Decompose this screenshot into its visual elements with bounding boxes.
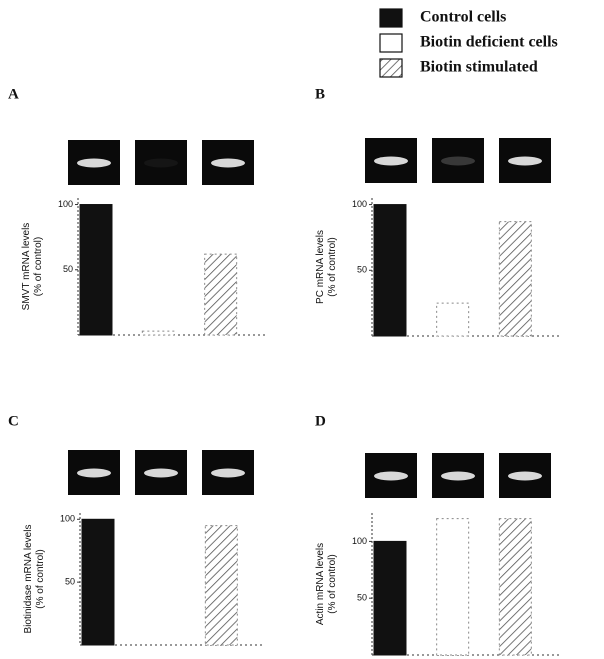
gel-band	[144, 158, 178, 168]
bar	[498, 518, 532, 656]
y-tick-label: 50	[63, 264, 73, 274]
gel-band	[508, 471, 542, 481]
y-axis-label-line: SMVT mRNA levels	[21, 223, 32, 311]
gel-image	[135, 140, 187, 185]
bar	[204, 525, 238, 646]
legend-label: Biotin deficient cells	[420, 34, 558, 51]
y-tick-label: 50	[65, 577, 75, 587]
y-tick-label: 50	[357, 593, 367, 603]
gel-band	[441, 471, 475, 481]
y-tick-label: 100	[60, 514, 75, 524]
gel-band	[144, 468, 178, 478]
y-tick-label: 50	[357, 265, 367, 275]
y-axis-label-line: (% of control)	[35, 549, 46, 608]
gel-band	[374, 471, 408, 481]
gel-band	[441, 156, 475, 166]
y-tick-label: 100	[352, 536, 367, 546]
gel-band	[77, 158, 111, 168]
panel-label: D	[315, 413, 326, 429]
y-tick-label: 100	[58, 199, 73, 209]
y-axis-label-line: Actin mRNA levels	[315, 543, 326, 625]
y-axis-label-line: PC mRNA levels	[315, 230, 326, 304]
bar	[79, 204, 113, 336]
bar	[373, 540, 407, 656]
y-axis-label: Biotinidase mRNA levels(% of control)	[23, 525, 46, 634]
y-axis-label-line: (% of control)	[33, 237, 44, 296]
legend-label: Biotin stimulated	[420, 59, 538, 76]
bar	[141, 330, 175, 336]
gel-band	[77, 468, 111, 478]
y-axis-label-line: Biotinidase mRNA levels	[23, 525, 34, 634]
bar	[436, 518, 470, 656]
bar	[373, 204, 407, 337]
y-axis-label-line: (% of control)	[327, 554, 338, 613]
y-axis-label: Actin mRNA levels(% of control)	[315, 543, 338, 625]
y-axis-label: PC mRNA levels(% of control)	[315, 230, 338, 304]
bar	[498, 221, 532, 337]
gel-band	[211, 158, 245, 168]
bar	[204, 253, 238, 336]
panel-label: B	[315, 86, 325, 102]
bar	[81, 518, 115, 646]
gel-band	[211, 468, 245, 478]
y-axis-label: SMVT mRNA levels(% of control)	[21, 223, 44, 311]
legend-swatch	[379, 58, 403, 78]
gel-band	[508, 156, 542, 166]
y-tick-label: 100	[352, 199, 367, 209]
y-axis-label-line: (% of control)	[327, 237, 338, 296]
panel-label: C	[8, 413, 19, 429]
bar	[436, 302, 470, 337]
legend-swatch	[379, 8, 403, 28]
gel-image	[432, 138, 484, 183]
gel-band	[374, 156, 408, 166]
legend-label: Control cells	[420, 9, 506, 26]
panel-label: A	[8, 86, 19, 102]
legend-swatch	[379, 33, 403, 53]
